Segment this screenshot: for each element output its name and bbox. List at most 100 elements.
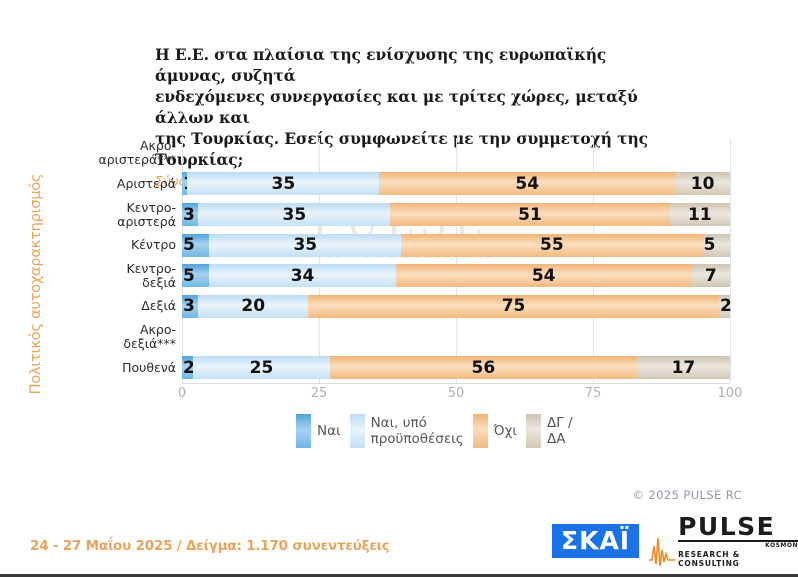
bar-segment: 5 xyxy=(182,233,210,257)
legend-item[interactable]: ΔΓ / ΔΑ xyxy=(525,414,573,448)
category-label: Ακρο-δεξιά*** xyxy=(123,322,176,352)
bar-segment-value: 3 xyxy=(183,204,195,225)
bar-segment-value: 5 xyxy=(703,235,716,256)
bar-segment: 7 xyxy=(691,264,730,288)
x-axis-line xyxy=(182,383,730,384)
bar-segment: 20 xyxy=(198,294,309,318)
bar-segment-value: 75 xyxy=(501,296,526,317)
logo-group: ΣΚΑΪ PULSE KOSMON RESEARCH & CONSULTING xyxy=(552,514,798,568)
bar-segment: 51 xyxy=(390,203,670,227)
legend-swatch xyxy=(525,414,541,448)
bar-segment: 11 xyxy=(669,203,730,227)
category-label: Κέντρο xyxy=(130,237,176,253)
bar-row: 5 34 54 7 xyxy=(182,264,730,288)
legend-item[interactable]: Ναι xyxy=(296,414,341,448)
x-axis-tick-label: 25 xyxy=(310,386,328,401)
category-label: Πουθενά xyxy=(122,359,176,375)
bar-segment-value: 17 xyxy=(671,357,696,378)
bar-segment: 35 xyxy=(198,203,391,227)
x-axis-tick-label: 75 xyxy=(584,386,602,401)
x-axis: 0 25 50 75 100 xyxy=(178,383,742,405)
bar-segment: 2 xyxy=(182,356,195,380)
bar-segment-value: 56 xyxy=(471,357,496,378)
bar-segment-value: 34 xyxy=(290,265,315,286)
footer-fieldwork-note: 24 - 27 Μαΐου 2025 / Δείγμα: 1.170 συνεν… xyxy=(30,538,390,554)
bar-segment-value: 54 xyxy=(531,265,556,286)
title-line-2: ενδεχόμενες συνεργασίες και με τρίτες χώ… xyxy=(155,87,638,127)
bar-segment-value: 11 xyxy=(688,204,712,225)
legend-swatch xyxy=(472,414,488,448)
y-axis-title: Πολιτικός αυτοχαρακτηρισμός xyxy=(28,173,44,395)
bar-segment: 5 xyxy=(702,233,730,257)
bar-segment: 34 xyxy=(209,264,396,288)
bar-segment: 54 xyxy=(395,264,692,288)
category-label: Ακρο-αριστερά*** xyxy=(98,138,176,168)
bar-segment-value: 5 xyxy=(183,235,195,256)
bar-row: 5 35 55 5 xyxy=(182,233,730,257)
bar-segment-value: 7 xyxy=(704,265,717,286)
title-line-3: της Τουρκίας. Εσείς συμφωνείτε με την συ… xyxy=(155,129,648,169)
pulse-wordmark: PULSE KOSMON RESEARCH & CONSULTING xyxy=(678,514,798,568)
x-axis-tick-label: 0 xyxy=(177,386,187,401)
bar-segment-value: 2 xyxy=(720,296,732,317)
bar-segment: 55 xyxy=(401,233,703,257)
legend-item[interactable]: Ναι, υπό προϋποθέσεις xyxy=(349,414,464,448)
legend: Ναι Ναι, υπό προϋποθέσεις Όχι ΔΓ / ΔΑ xyxy=(296,414,573,448)
bar-segment: 75 xyxy=(308,294,720,318)
bar-segment: 35 xyxy=(187,172,380,196)
bar-rows: 135541033551115355555345473207522255617 xyxy=(182,138,732,383)
gridlines xyxy=(182,138,731,383)
footer-rule xyxy=(0,574,798,577)
bar-segment: 3 xyxy=(182,294,199,318)
pulse-logo: PULSE KOSMON RESEARCH & CONSULTING xyxy=(649,514,798,568)
gridline xyxy=(182,138,183,383)
bar-segment-value: 51 xyxy=(518,204,542,225)
pulse-word: PULSE xyxy=(678,514,798,542)
bar-row: 2 25 56 17 xyxy=(182,356,730,380)
bar-segment-value: 55 xyxy=(540,235,564,256)
bar-segment-value: 35 xyxy=(271,173,296,194)
plot-area: PULSE RESEARCH & CONSULTING 135541033551… xyxy=(182,138,732,383)
legend-swatch xyxy=(296,414,311,448)
bar-segment-value: 10 xyxy=(690,173,715,194)
category-label: Αριστερά xyxy=(116,175,176,191)
bar-segment: 3 xyxy=(182,203,199,227)
bar-segment: 5 xyxy=(182,264,210,288)
gridline xyxy=(730,138,731,383)
legend-label: Ναι, υπό προϋποθέσεις xyxy=(370,415,464,447)
pulse-waveform-icon xyxy=(649,537,676,567)
pulse-tagline: RESEARCH & CONSULTING xyxy=(678,550,741,568)
category-label: Κεντρο-δεξιά xyxy=(126,260,176,290)
category-label: Δεξιά xyxy=(141,298,176,314)
legend-label: Ναι xyxy=(317,423,341,439)
pulse-kosmon: KOSMON xyxy=(765,542,798,549)
bar-segment: 56 xyxy=(329,356,637,380)
bar-segment: 35 xyxy=(209,233,402,257)
bar-row: 1355410 xyxy=(182,172,730,196)
bar-row: 3 35 51 11 xyxy=(182,203,730,227)
copyright-text: © 2025 PULSE RC xyxy=(632,488,742,502)
bar-segment: 17 xyxy=(636,356,730,380)
legend-label: Όχι xyxy=(493,423,517,439)
bar-segment-value: 3 xyxy=(183,296,195,317)
bar-segment-value: 54 xyxy=(515,173,540,194)
bar-row: 3 20 75 2 xyxy=(182,294,732,318)
gridline xyxy=(456,138,457,383)
legend-label: ΔΓ / ΔΑ xyxy=(546,415,573,447)
title-line-1: Η Ε.Ε. στα πλαίσια της ενίσχυσης της ευρ… xyxy=(155,45,607,85)
bar-segment-value: 25 xyxy=(249,357,274,378)
bar-segment-value: 35 xyxy=(293,235,318,256)
bar-segment: 2 xyxy=(719,294,732,318)
gridline xyxy=(319,138,320,383)
bar-segment: 25 xyxy=(192,356,330,380)
gridline xyxy=(593,138,594,383)
legend-item[interactable]: Όχι xyxy=(472,414,517,448)
bar-segment-value: 2 xyxy=(183,357,195,378)
x-axis-tick-label: 50 xyxy=(447,386,465,401)
bar-segment-value: 20 xyxy=(241,296,266,317)
bar-segment: 10 xyxy=(675,172,730,196)
category-labels: Ακρο-αριστερά*** Αριστερά Κεντρο-αριστερά Κ… xyxy=(60,138,176,383)
x-axis-tick-label: 100 xyxy=(717,386,743,401)
bar-segment: 54 xyxy=(379,172,676,196)
